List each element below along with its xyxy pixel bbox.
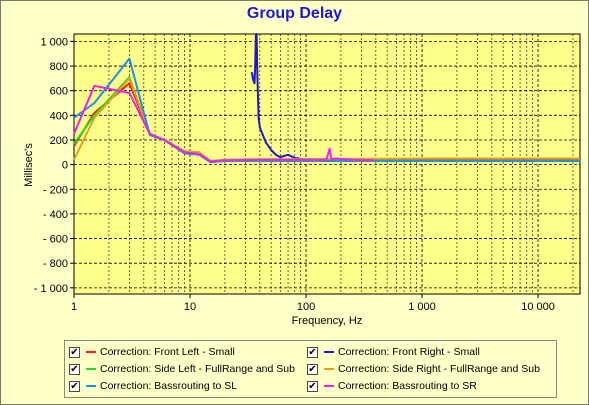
legend-label: Correction: Bassrouting to SL (100, 380, 238, 392)
legend-item[interactable]: ✔ Correction: Front Right - Small (307, 344, 480, 360)
x-tick-label: 10 000 (521, 301, 555, 313)
y-tick-label: 600 (50, 86, 68, 98)
series-line-2 (250, 33, 307, 161)
legend-checkbox[interactable]: ✔ (307, 363, 318, 375)
legend-checkbox[interactable]: ✔ (69, 346, 80, 358)
x-tick-label: 1 000 (408, 301, 436, 313)
y-axis-label: Millisec's (23, 143, 35, 187)
y-tick-label: - 600 (43, 234, 68, 246)
chart-plot: 1 10 100 1 000 10 000 1 000 800 600 400 200 0 - 20… (23, 33, 581, 327)
y-tick-label: 1 000 (40, 36, 68, 48)
legend-item[interactable]: ✔ Correction: Bassrouting to SL (69, 378, 237, 394)
legend-label: Correction: Front Right - Small (338, 346, 480, 358)
y-axis-ticks: 1 000 800 600 400 200 0 - 200 - 400 - 600 - 800 - … (34, 36, 74, 295)
minor-gridlines (108, 34, 574, 294)
plot-area (73, 33, 581, 295)
legend-label: Correction: Bassrouting to SR (338, 380, 477, 392)
legend-label: Correction: Side Left - FullRange and Su… (100, 363, 295, 375)
chart-title: Group Delay (246, 5, 343, 22)
y-tick-label: 200 (50, 135, 68, 147)
x-tick-label: 10 (184, 301, 196, 313)
y-tick-label: - 400 (43, 209, 68, 221)
y-tick-label: 400 (50, 110, 68, 122)
legend-swatch (324, 385, 334, 387)
y-tick-label: 0 (62, 160, 68, 172)
legend-swatch (86, 385, 96, 387)
y-tick-label: 800 (50, 61, 68, 73)
legend-checkbox[interactable]: ✔ (307, 346, 318, 358)
legend-checkbox[interactable]: ✔ (69, 363, 80, 375)
legend-item[interactable]: ✔ Correction: Front Left - Small (69, 344, 235, 360)
series-line-6 (73, 84, 374, 163)
legend-swatch (324, 351, 334, 353)
series-layer (73, 33, 580, 164)
y-tick-label: - 1 000 (34, 283, 68, 295)
x-tick-label: 100 (297, 301, 315, 313)
y-tick-label: - 200 (43, 184, 68, 196)
legend-swatch (86, 351, 96, 353)
legend-item[interactable]: ✔ Correction: Bassrouting to SR (307, 378, 477, 394)
x-tick-label: 1 (71, 301, 77, 313)
legend-label: Correction: Front Left - Small (100, 346, 235, 358)
x-axis-ticks: 1 10 100 1 000 10 000 (71, 294, 555, 313)
major-gridlines (74, 34, 580, 294)
legend-checkbox[interactable]: ✔ (307, 380, 318, 392)
legend-label: Correction: Side Right - FullRange and S… (338, 363, 540, 375)
y-tick-label: - 800 (43, 258, 68, 270)
x-axis-label: Frequency, Hz (292, 315, 363, 327)
legend-swatch (324, 368, 334, 370)
legend: ✔ Correction: Front Left - Small ✔ Correcti… (64, 340, 557, 398)
legend-item[interactable]: ✔ Correction: Side Right - FullRange and … (307, 361, 540, 377)
legend-item[interactable]: ✔ Correction: Side Left - FullRange and S… (69, 361, 295, 377)
legend-checkbox[interactable]: ✔ (69, 380, 80, 392)
legend-swatch (86, 368, 96, 370)
